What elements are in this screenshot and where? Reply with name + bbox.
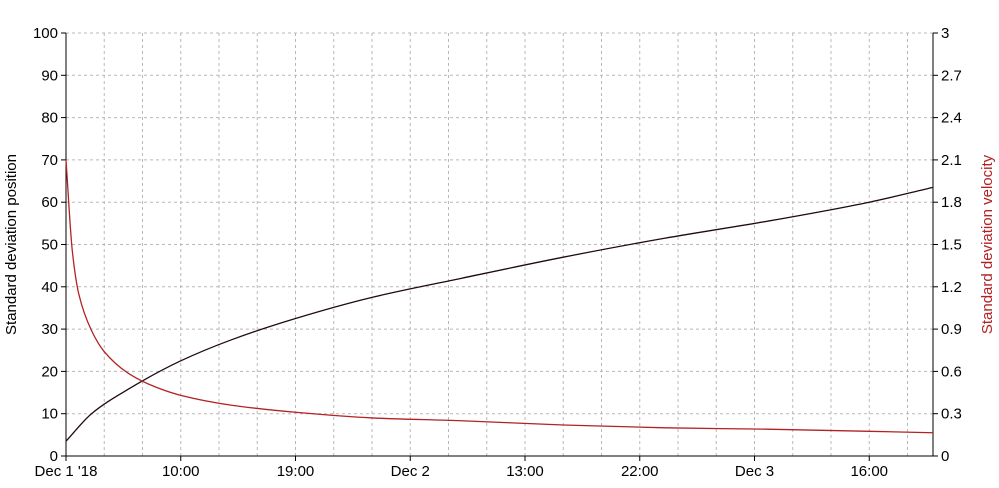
y-axis-title-right: Standard deviation velocity <box>979 154 996 334</box>
y-axis-title-left: Standard deviation position <box>3 154 20 335</box>
y-tick-label-right: 2.1 <box>941 152 962 169</box>
x-tick-label: Dec 2 <box>391 463 430 480</box>
x-tick-label: Dec 1 '18 <box>35 463 98 480</box>
y-tick-label-right: 0.3 <box>941 406 962 423</box>
axes <box>61 32 938 461</box>
y-tick-label-left: 20 <box>41 363 58 380</box>
y-tick-label-left: 90 <box>41 67 58 84</box>
x-tick-label: 22:00 <box>621 463 659 480</box>
series-lines <box>65 159 934 442</box>
series-line-position <box>65 186 934 442</box>
y-tick-label-left: 80 <box>41 110 58 127</box>
grid-lines <box>66 32 933 456</box>
x-tick-label: 19:00 <box>277 463 315 480</box>
y-tick-label-left: 100 <box>33 25 58 42</box>
x-tick-label: 16:00 <box>850 463 888 480</box>
y-tick-label-left: 50 <box>41 237 58 254</box>
y-tick-label-right: 1.5 <box>941 237 962 254</box>
y-tick-label-right: 1.8 <box>941 194 962 211</box>
series-line-velocity <box>65 159 934 434</box>
y-tick-label-right: 0.6 <box>941 363 962 380</box>
y-tick-label-right: 2.4 <box>941 110 962 127</box>
y-tick-label-right: 3 <box>941 25 949 42</box>
tick-labels: 0 10 20 30 40 50 60 70 80 90 100 0 0.3 0.6 0.9 1.2 1.5 1.… <box>33 25 962 480</box>
y-tick-label-right: 1.2 <box>941 279 962 296</box>
y-tick-label-left: 30 <box>41 321 58 338</box>
y-tick-label-left: 10 <box>41 406 58 423</box>
x-tick-label: 10:00 <box>162 463 200 480</box>
y-tick-label-left: 0 <box>50 448 58 465</box>
x-tick-label: Dec 3 <box>735 463 774 480</box>
y-tick-label-right: 0.9 <box>941 321 962 338</box>
y-tick-label-left: 70 <box>41 152 58 169</box>
y-tick-label-right: 0 <box>941 448 949 465</box>
x-tick-label: 13:00 <box>506 463 544 480</box>
y-tick-label-left: 60 <box>41 194 58 211</box>
y-tick-label-left: 40 <box>41 279 58 296</box>
y-tick-label-right: 2.7 <box>941 67 962 84</box>
